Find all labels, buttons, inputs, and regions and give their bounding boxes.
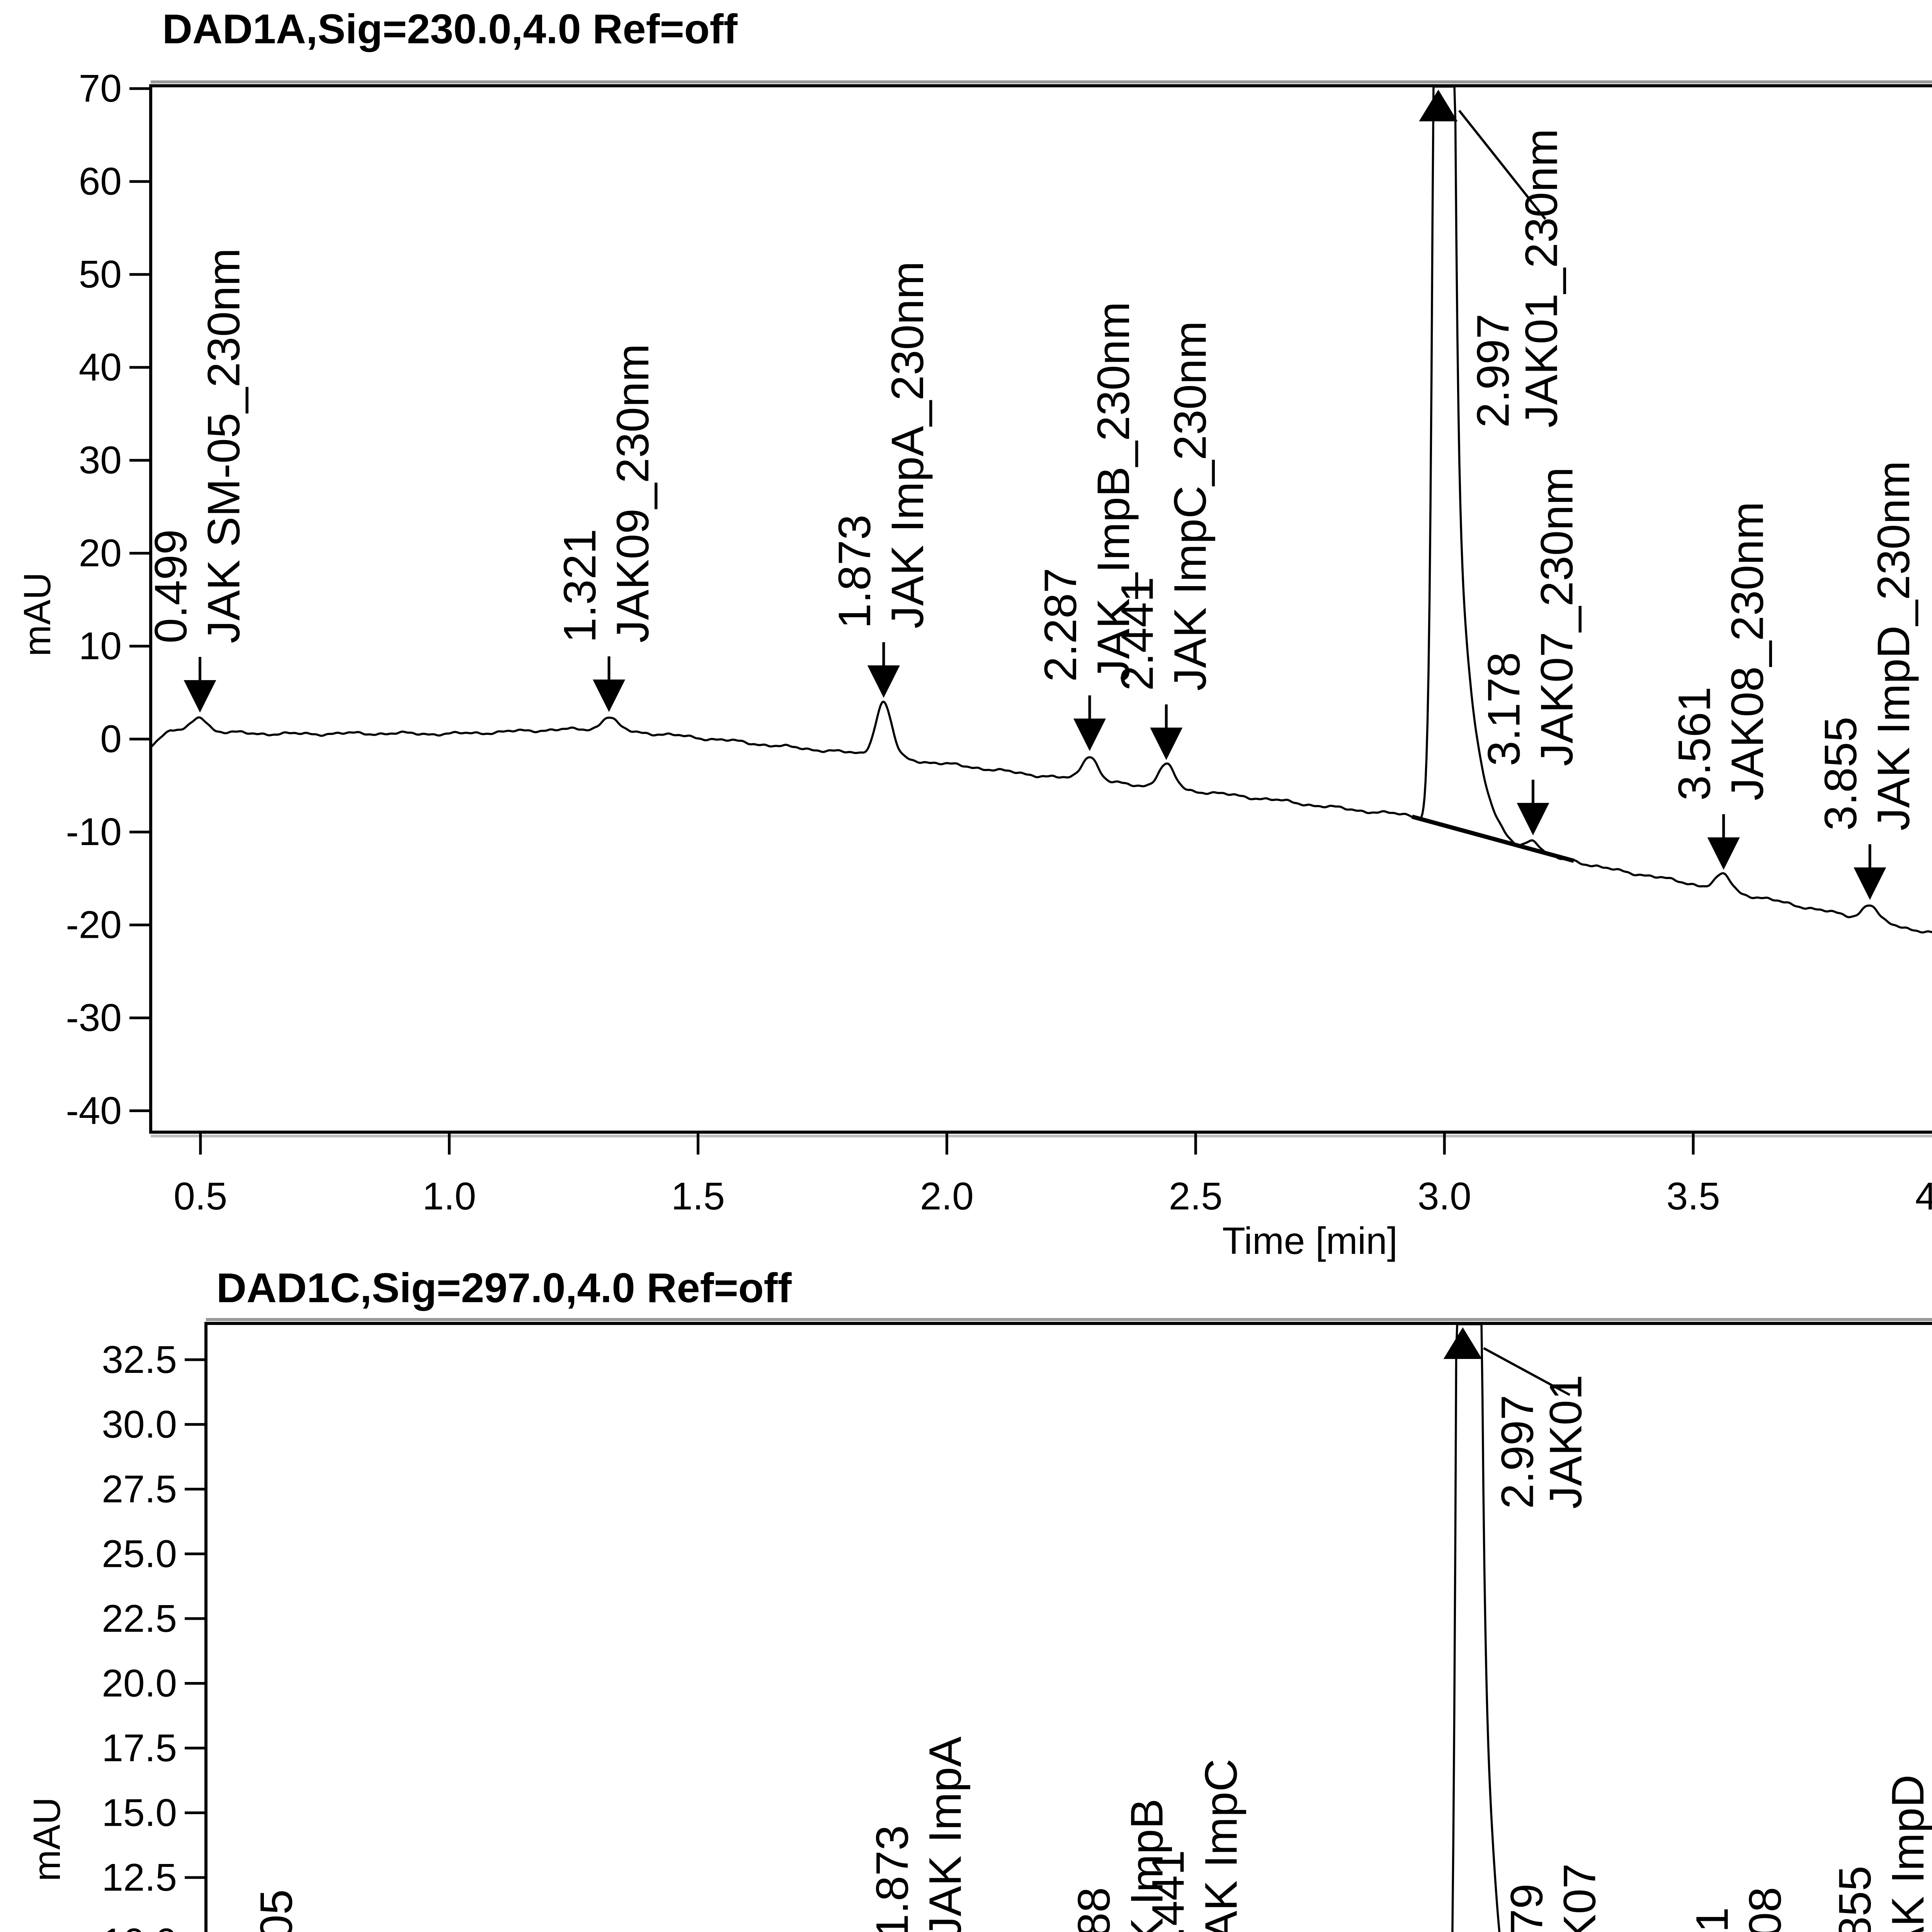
clipped-peak-marker: [1443, 1327, 1482, 1359]
peak-marker: [184, 680, 216, 713]
chromatogram-trace: [1451, 1323, 1501, 1932]
peak-name-label: JAK01_230nm: [1516, 129, 1567, 428]
peak-name-label: JAK08_230nm: [1722, 502, 1773, 801]
y-tick-label: 40: [79, 346, 122, 389]
peak-time-label: 2.441: [1143, 1850, 1194, 1932]
peak-time-label: 2.287: [1035, 568, 1086, 682]
x-tick-label: 2.0: [920, 1175, 974, 1218]
y-tick-label: 15.0: [102, 1791, 177, 1834]
peak-time-label: 1.873: [829, 515, 880, 629]
y-tick-label: 32.5: [102, 1338, 177, 1381]
peak-name-label: JAK SM-05_230nm: [198, 248, 249, 643]
peak-time-label: 3.561: [1687, 1907, 1738, 1932]
panel-dad1a-plot: 0.51.01.52.02.53.03.54.04.55.07060504030…: [66, 67, 1932, 1218]
x-tick-label: 2.5: [1169, 1175, 1223, 1218]
peak-name-label: JAK ImpA: [920, 1736, 971, 1932]
chromatogram-trace: [151, 86, 1932, 934]
peak-time-label: 2.441: [1112, 577, 1163, 691]
y-tick-label: 70: [79, 67, 122, 110]
y-tick-label: -30: [66, 996, 122, 1039]
peak-name-label: JAK08: [1740, 1887, 1791, 1932]
peak-time-label: 1.321: [554, 529, 605, 643]
trace-layer: [1451, 1323, 1501, 1932]
peak-marker: [1073, 718, 1106, 751]
x-tick-label: 4.0: [1915, 1175, 1932, 1218]
x-tick-label: 1.0: [422, 1175, 476, 1218]
y-tick-label: 17.5: [102, 1726, 177, 1770]
panel-dad1a-y-axis-title: mAU: [16, 572, 58, 656]
peak-name-label: JAK_ImpB_230nm: [1088, 302, 1139, 682]
panel-dad1c-y-axis-title: mAU: [26, 1797, 68, 1881]
x-tick-label: 3.5: [1667, 1175, 1720, 1218]
y-tick-label: -10: [66, 810, 122, 854]
panel-dad1c-plot: 0.51.01.52.02.53.03.54.04.55.032.530.027…: [102, 1318, 1932, 1932]
peak-time-label: 3.855: [1830, 1866, 1881, 1932]
plot-border: [149, 84, 1932, 1134]
clipped-peak-marker: [1419, 90, 1458, 121]
peak-name-label: JAK ImpC_230nm: [1165, 321, 1216, 691]
peak-marker: [1707, 837, 1740, 870]
y-tick-label: 10.0: [102, 1921, 177, 1932]
peak-marker: [1150, 727, 1183, 760]
peak-label-leader: [1483, 1347, 1571, 1396]
peak-name-label: JAK ImpA_230nm: [882, 261, 933, 629]
y-tick-label: -20: [66, 903, 122, 947]
y-tick-label: 50: [79, 253, 122, 296]
y-tick-label: 20.0: [102, 1662, 177, 1705]
peak-time-label: 2.997: [1468, 314, 1519, 428]
x-tick-label: 3.0: [1418, 1175, 1471, 1218]
peak-name-label: JAK ImpD: [1883, 1775, 1932, 1932]
plot-border: [204, 1322, 1932, 1932]
trace-layer: [151, 86, 1932, 934]
y-tick-label: 20: [79, 532, 122, 575]
y-tick-label: 10: [79, 624, 122, 668]
y-tick-label: -40: [66, 1089, 122, 1133]
peak-time-label: 3.855: [1815, 717, 1866, 831]
peak-name-label: JAK ImpD_230nm: [1868, 461, 1919, 831]
peak-time-label: 1.873: [867, 1825, 918, 1932]
peak-name-label: JAK01: [1541, 1374, 1592, 1509]
x-tick-label: 0.5: [173, 1175, 227, 1218]
peak-time-label: 3.561: [1669, 687, 1720, 801]
peak-name-label: JAK07_230nm: [1531, 467, 1582, 766]
peak-name-label: JAK ImpC: [1196, 1759, 1247, 1932]
peak-marker: [867, 665, 900, 698]
y-tick-label: 0: [100, 718, 122, 761]
peak-name-label: JAK SM-05: [251, 1889, 302, 1932]
panel-dad1a-x-axis-title: Time [min]: [1222, 1219, 1398, 1262]
y-tick-label: 12.5: [102, 1856, 177, 1899]
y-tick-label: 22.5: [102, 1597, 177, 1640]
y-tick-label: 30.0: [102, 1403, 177, 1446]
x-tick-label: 1.5: [671, 1175, 725, 1218]
peak-name-label: JAK ImpB: [1121, 1799, 1172, 1932]
panel-dad1c-title: DAD1C,Sig=297.0,4.0 Ref=off: [216, 1264, 792, 1311]
y-tick-label: 27.5: [102, 1468, 177, 1511]
y-tick-label: 60: [79, 160, 122, 203]
peak-label-leader: [1458, 110, 1546, 220]
y-tick-label: 25.0: [102, 1532, 177, 1575]
peak-marker: [1854, 867, 1886, 900]
peak-marker: [1517, 803, 1549, 835]
panel-dad1a-title: DAD1A,Sig=230.0,4.0 Ref=off: [162, 5, 738, 52]
peak-time-label: 2.997: [1492, 1395, 1543, 1509]
peak-time-label: 0.499: [145, 529, 196, 643]
peak-time-label: 3.178: [1478, 652, 1529, 766]
y-tick-label: 30: [79, 439, 122, 482]
peak-name-label: JAK07: [1554, 1863, 1605, 1932]
peak-marker: [593, 679, 626, 712]
peak-time-label: 3.179: [1501, 1884, 1552, 1932]
peak-time-label: 2.288: [1068, 1887, 1119, 1932]
peak-name-label: JAK09_230nm: [607, 344, 658, 643]
